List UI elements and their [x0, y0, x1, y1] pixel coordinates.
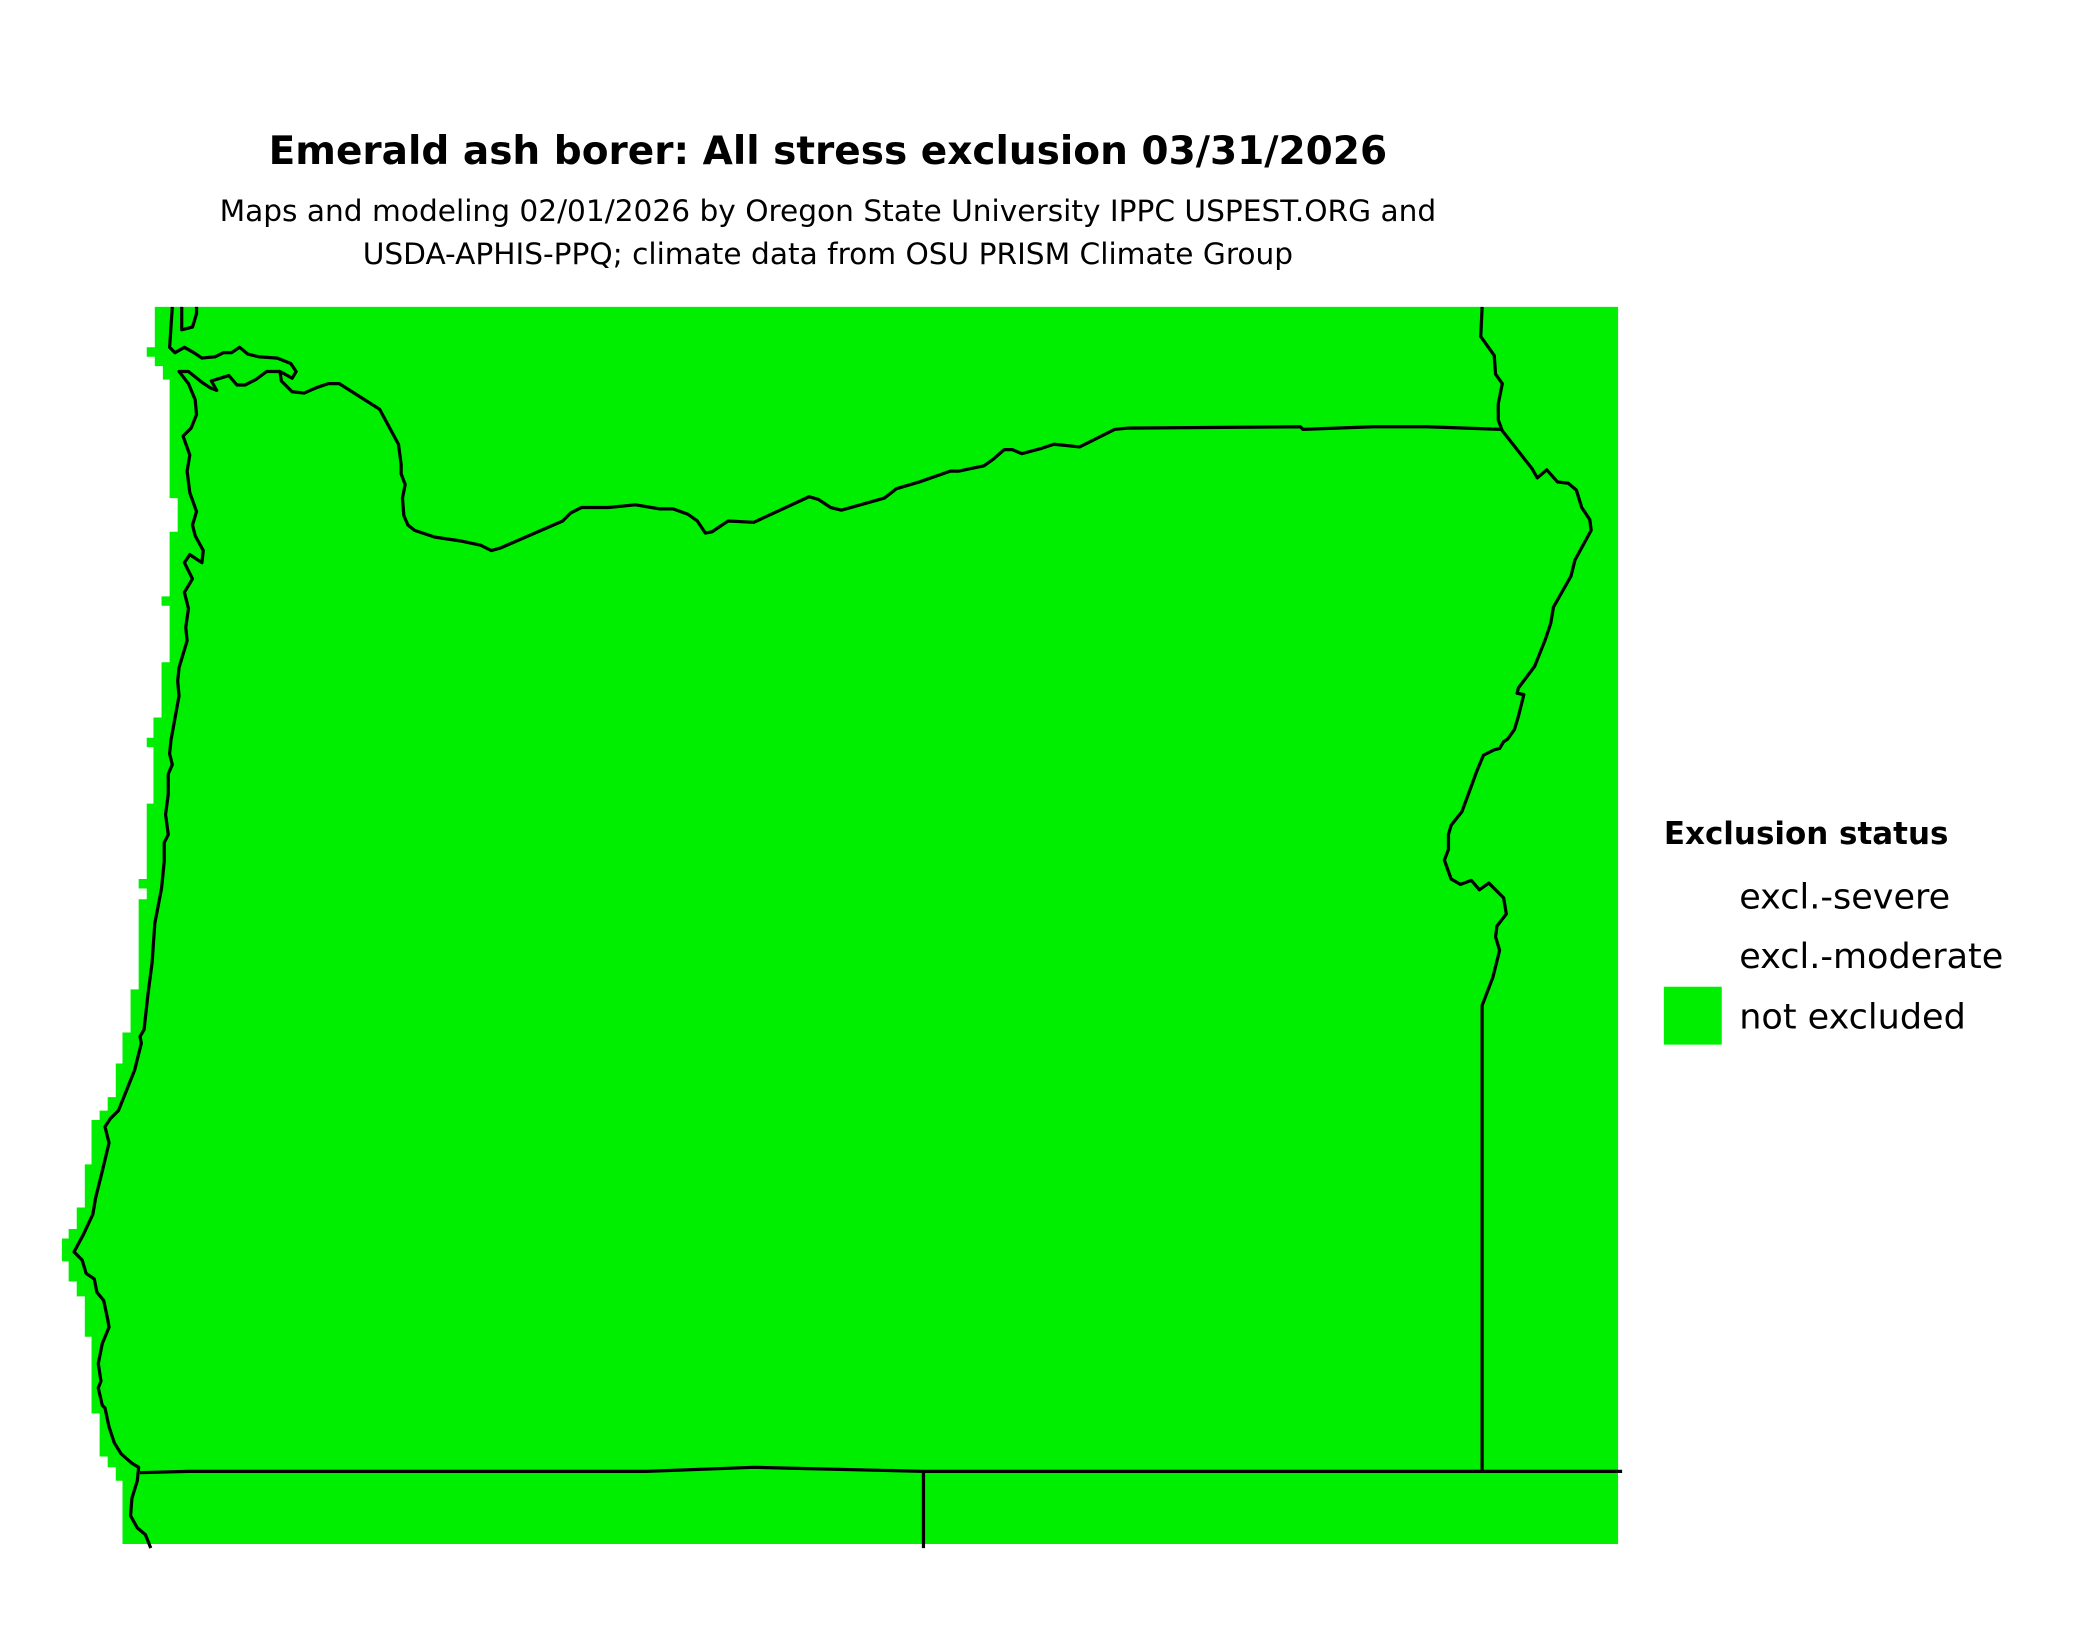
east-border	[1442, 306, 1593, 1472]
columbia-river-north-border	[168, 306, 1502, 553]
legend-label-severe: excl.-severe	[1739, 878, 1950, 918]
map-subtitle-line2: USDA-APHIS-PPQ; climate data from OSU PR…	[363, 237, 1293, 271]
map-subtitle-line1: Maps and modeling 02/01/2026 by Oregon S…	[220, 194, 1437, 228]
legend: Exclusion status excl.-severe excl.-mode…	[1663, 816, 2003, 1045]
legend-swatch-severe	[1663, 865, 1722, 924]
legend-swatch-not-excluded	[1663, 986, 1722, 1045]
washington-coast-inlet	[180, 306, 199, 332]
legend-label-moderate: excl.-moderate	[1739, 937, 2003, 977]
legend-title: Exclusion status	[1664, 816, 1949, 852]
not-excluded-area	[61, 306, 1619, 1545]
legend-swatch-moderate	[1663, 926, 1722, 985]
legend-label-not-excluded: not excluded	[1739, 997, 1966, 1037]
oregon-coastline	[72, 369, 280, 1549]
state-boundaries	[72, 306, 1623, 1549]
map-title: Emerald ash borer: All stress exclusion …	[269, 129, 1387, 174]
